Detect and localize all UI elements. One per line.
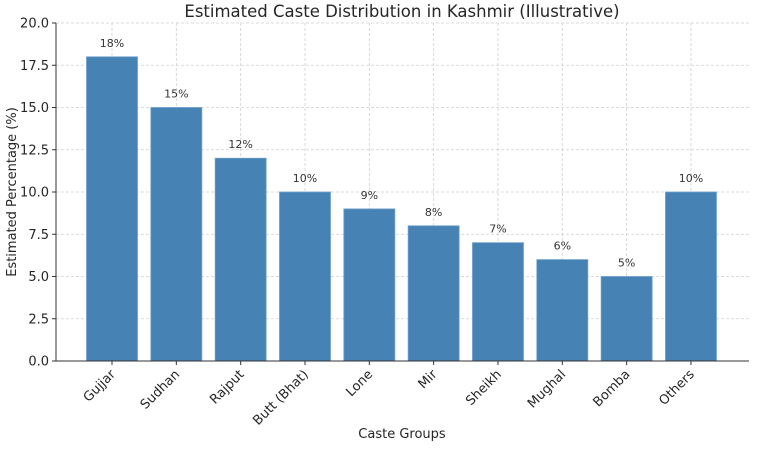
bar-sudhan <box>150 107 203 362</box>
data-label: 15% <box>164 88 188 101</box>
x-tick-label: Bomba <box>591 367 634 410</box>
x-tick-label: Lone <box>343 367 376 400</box>
bar-mughal <box>536 259 589 362</box>
data-label: 7% <box>489 223 506 236</box>
data-label: 6% <box>554 240 571 253</box>
y-tick-label: 10.0 <box>20 186 49 201</box>
x-tick-label: Rajput <box>207 367 247 407</box>
bar-lone <box>343 208 396 362</box>
y-tick-label: 2.5 <box>28 312 49 327</box>
y-tick-label: 7.5 <box>28 228 49 243</box>
y-tick-label: 17.5 <box>20 59 49 74</box>
data-label: 10% <box>679 172 703 185</box>
x-tick-label: Butt (Bhat) <box>250 367 311 428</box>
bar-rajput <box>214 157 267 362</box>
y-tick-label: 12.5 <box>20 143 49 158</box>
data-label: 8% <box>425 206 442 219</box>
bar-gujjar <box>86 56 138 362</box>
x-tick-label: Mir <box>416 367 441 392</box>
chart-title: Estimated Caste Distribution in Kashmir … <box>184 2 619 21</box>
x-tick-label: Gujjar <box>81 367 120 406</box>
x-tick-label: Mughal <box>525 367 569 411</box>
bars: 18% 15% 12% 10% 9% 8% 7% 6% 5% 10% <box>86 37 717 362</box>
x-tick-label: Sudhan <box>138 367 183 412</box>
bar-mir <box>407 225 460 362</box>
data-label: 9% <box>361 189 378 202</box>
y-tick-label: 20.0 <box>20 17 49 32</box>
y-tick-label: 5.0 <box>28 270 49 285</box>
bar-butt-bhat- <box>279 191 331 362</box>
x-axis-title: Caste Groups <box>358 427 446 442</box>
bar-sheikh <box>472 242 524 362</box>
data-label: 10% <box>293 172 317 185</box>
data-label: 12% <box>228 138 252 151</box>
data-label: 5% <box>618 257 635 270</box>
x-tick-label: Others <box>656 367 698 409</box>
data-label: 18% <box>100 37 124 50</box>
y-tick-label: 0.0 <box>28 355 49 370</box>
x-tick-label: Sheikh <box>463 367 505 409</box>
y-axis-title: Estimated Percentage (%) <box>5 107 20 277</box>
bar-bomba <box>600 276 653 362</box>
bar-others <box>665 191 717 362</box>
y-tick-label: 15.0 <box>20 101 49 116</box>
